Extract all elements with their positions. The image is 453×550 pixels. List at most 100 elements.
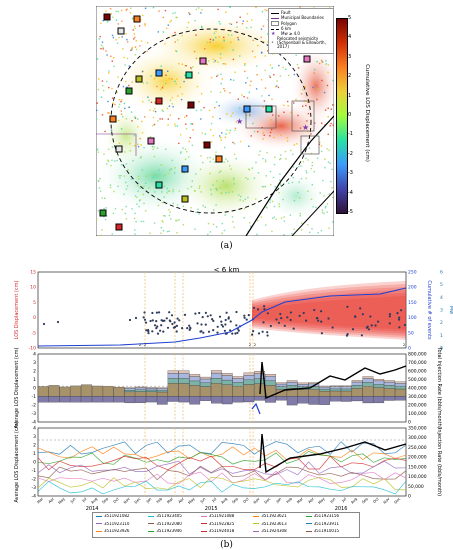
bar-segment [146,387,157,389]
bar-segment [156,390,168,393]
tick-label: 150,000 [408,464,427,470]
year-label: 2014 [86,506,99,510]
bar-segment [395,388,406,397]
bar-segment [178,378,190,384]
tick-label: 0 [440,346,443,352]
seismic-event-point [279,312,282,316]
bar-segment [189,396,201,405]
bar-segment [297,382,309,385]
bar-segment [146,388,157,391]
month-tick-label: Apr [48,497,56,505]
seismic-event-point [320,332,323,335]
seismic-event-point [171,322,174,326]
seismic-event-point [194,312,197,315]
seismic-event-point [204,311,207,314]
seismic-event-point [218,315,222,318]
bar-segment [286,381,298,386]
seismic-event-point [331,326,334,329]
bar-segment [308,389,320,397]
tick-label: 50,000 [408,484,424,490]
bar-segment [81,396,92,403]
well-marker [243,105,251,113]
well-legend-item: 3511924308 [253,529,303,536]
map-legend-label: Municipal Boundaries [281,15,324,20]
seismic-event-point [224,323,227,326]
seismic-event-point [155,311,158,314]
tick-label: 4 [440,295,443,301]
tick-label: 2 [33,443,36,449]
well-marker [155,181,163,189]
seismic-event-point [223,329,226,332]
legend-line-icon [148,515,155,517]
seismic-event-point [151,319,154,322]
bar-segment [37,386,49,397]
bar-segment [200,386,211,397]
bar-segment [200,376,211,380]
bar-segment [113,396,125,403]
seismic-event-point [266,312,269,315]
seismic-event-point [277,321,281,324]
well-injection-line [37,451,407,465]
bar-segment [319,386,330,390]
bar-segment [156,396,168,405]
seismic-event-point [198,311,201,315]
seismic-event-point [168,311,171,314]
well-legend-item: 3511923405 [148,514,198,521]
bar-segment [384,380,395,383]
bar-segment [340,396,352,402]
well-marker [181,195,189,203]
well-legend-label: 3511924308 [261,529,287,534]
seismic-event-point [247,314,250,317]
well-legend-label: 3511921082 [104,514,130,518]
bar-segment [275,396,287,401]
tick-label: -2 [32,477,37,483]
well-legend: 3511921082 3511923405 3511921088 3511923621… [92,512,360,538]
bar-segment [124,388,136,391]
colorbar-label: Cumulative LOS Displacement (cm) [364,64,370,162]
legend-line-icon [96,530,102,532]
bar-segment [48,396,60,403]
well-legend-item: 3511922080 [148,522,198,529]
bar-segment [156,388,168,391]
total-injection-line [259,361,407,400]
caption-a: (a) [220,241,233,251]
seismic-event-point [275,318,278,321]
bar-segment [211,383,222,397]
tick-label: 1 [33,377,36,383]
bar-segment [275,386,287,390]
month-tick-label: Nov [123,496,131,504]
well-marker [185,71,193,79]
seismic-event-point [200,323,203,326]
seismic-event-point [261,330,264,333]
well-marker [181,165,189,173]
seismic-event-point [183,313,187,316]
y-axis-label-right2: Mw [448,306,453,314]
seismic-event-point [366,325,369,328]
well-marker [99,209,107,217]
month-tick-label: Dec [264,497,272,505]
well-legend-label: 3511923156 [313,514,340,518]
event-marker-label: 2 [249,343,251,347]
month-tick-label: Jun [69,497,77,505]
bar-segment [286,380,298,383]
month-tick-label: Jan [275,497,282,504]
seismic-event-point [156,325,159,328]
seismic-event-point [204,323,207,326]
legend-swatch-icon [271,17,279,19]
tick-label: 0 [33,315,36,321]
seismic-event-point [207,330,211,333]
tick-label: 400,000 [408,386,427,392]
seismic-event-point [196,322,199,325]
seismic-event-point [361,313,364,316]
seismic-event-point [170,314,174,317]
bar-segment [146,391,157,397]
svg-text:★: ★ [236,117,243,126]
well-marker [109,115,117,123]
bar-segment [395,385,406,390]
tick-label: 250,000 [408,445,427,451]
tick-label: -5 [32,330,37,336]
map-legend-item: Municipal Boundaries [271,16,331,20]
tick-label: 300,000 [408,394,427,400]
seismic-event-point [397,318,401,321]
